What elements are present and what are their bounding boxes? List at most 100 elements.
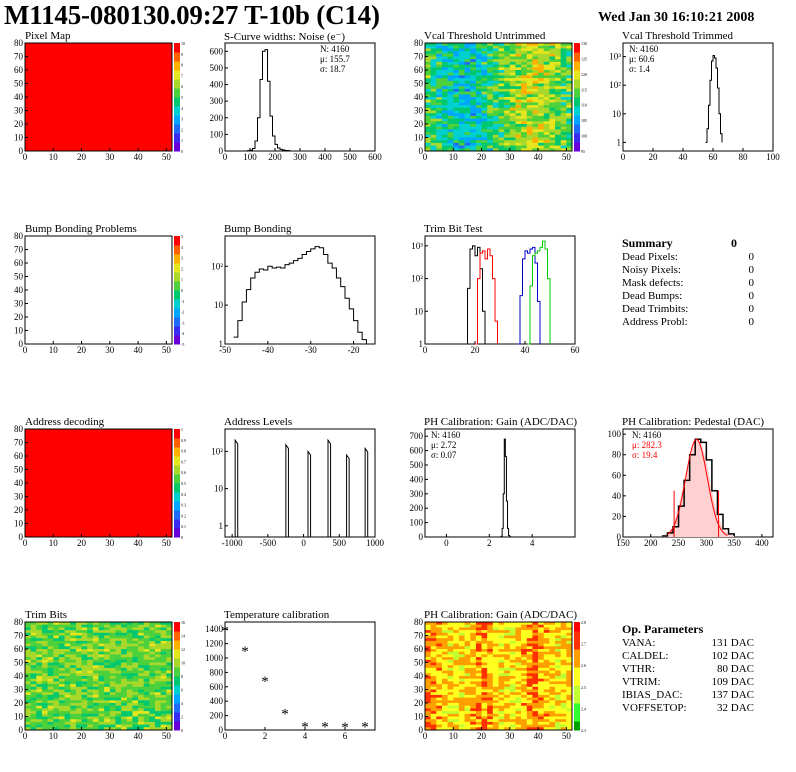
temperature-point: *: [321, 719, 329, 735]
heatmap-cell: [41, 662, 49, 666]
heatmap-cell: [430, 94, 437, 98]
op-param-value: 109 DAC: [711, 676, 754, 688]
heatmap-cell: [430, 105, 437, 109]
heatmap-cell: [121, 684, 128, 688]
heatmap-cell: [521, 651, 528, 655]
heatmap-cell: [458, 657, 465, 661]
heatmap-cell: [538, 724, 545, 728]
heatmap-cell: [166, 630, 173, 634]
colorbar-tick-label: 0.9: [181, 438, 186, 443]
heatmap-cell: [458, 132, 465, 136]
heatmap-cell: [30, 649, 37, 653]
heatmap-cell: [566, 137, 573, 141]
heatmap-cell: [492, 700, 499, 704]
heatmap-cell: [521, 703, 528, 707]
heatmap-cell: [58, 649, 65, 653]
heatmap-cell: [441, 105, 449, 109]
heatmap-cell: [36, 646, 43, 650]
ph-gain-map-chart: 2.32.42.52.62.72.80 10 20 30 40 5001020304050…: [414, 617, 586, 741]
heatmap-cell: [430, 697, 437, 701]
heatmap-cell: [470, 107, 477, 111]
y-tick-label: 10: [214, 484, 224, 494]
y-tick-label: 0: [219, 725, 224, 735]
heatmap-cell: [30, 632, 37, 636]
heatmap-cell: [532, 676, 539, 680]
heatmap-cell: [509, 670, 516, 674]
heatmap-cell: [104, 684, 111, 688]
heatmap-cell: [430, 686, 437, 690]
heatmap-cell: [464, 700, 471, 704]
heatmap-cell: [453, 697, 460, 701]
heatmap-cell: [566, 115, 573, 119]
heatmap-cell: [166, 640, 173, 644]
heatmap-cell: [92, 719, 99, 723]
heatmap-cell: [36, 662, 43, 666]
heatmap-cell: [475, 654, 482, 658]
heatmap-cell: [425, 132, 432, 136]
heatmap-cell: [98, 703, 105, 707]
panel-scurve-widths: S-Curve widths: Noise (e⁻) 0 100 200 300 400 5…: [200, 30, 396, 162]
heatmap-cell: [121, 716, 128, 720]
heatmap-cell: [115, 638, 122, 642]
heatmap-cell: [526, 78, 533, 82]
heatmap-cell: [481, 107, 488, 111]
heatmap-cell: [47, 678, 54, 682]
heatmap-cell: [109, 659, 116, 663]
heatmap-cell: [526, 689, 533, 693]
heatmap-cell: [555, 678, 562, 682]
heatmap-cell: [109, 700, 116, 704]
heatmap-cell: [498, 121, 505, 125]
heatmap-cell: [98, 724, 105, 728]
heatmap-cell: [509, 88, 516, 92]
heatmap-cell: [155, 665, 162, 669]
heatmap-cell: [441, 67, 449, 71]
heatmap-cell: [532, 649, 539, 653]
heatmap-cell: [126, 632, 133, 636]
heatmap-cell: [504, 721, 511, 725]
heatmap-cell: [425, 665, 432, 669]
heatmap-cell: [64, 665, 71, 669]
colorbar-segment: [574, 106, 580, 111]
heatmap-cell: [436, 630, 443, 634]
heatmap-cell: [481, 665, 488, 669]
op-param-row: CALDEL: 102 DAC: [622, 650, 754, 663]
heatmap-cell: [453, 686, 460, 690]
heatmap-cell: [25, 703, 32, 707]
heatmap-cell: [166, 673, 173, 677]
heatmap-cell: [41, 721, 49, 725]
heatmap-cell: [504, 124, 511, 128]
heatmap-cell: [464, 657, 471, 661]
heatmap-cell: [470, 684, 477, 688]
heatmap-cell: [521, 676, 528, 680]
heatmap-cell: [458, 703, 465, 707]
heatmap-cell: [515, 649, 522, 653]
heatmap-cell: [436, 132, 443, 136]
heatmap-cell: [109, 670, 116, 674]
heatmap-cell: [509, 686, 516, 690]
heatmap-cell: [498, 91, 505, 95]
heatmap-cell: [504, 99, 511, 103]
heatmap-cell: [441, 681, 449, 685]
heatmap-cell: [155, 643, 162, 647]
heatmap-cell: [475, 64, 482, 68]
heatmap-cell: [464, 667, 471, 671]
heatmap-cell: [98, 635, 105, 639]
heatmap-cell: [526, 88, 533, 92]
colorbar-tick-label: 110: [581, 103, 587, 108]
heatmap-cell: [566, 673, 573, 677]
heatmap-cell: [492, 686, 499, 690]
heatmap-cell: [464, 61, 471, 65]
heatmap-cell: [104, 635, 111, 639]
heatmap-cell: [475, 727, 482, 731]
heatmap-cell: [436, 624, 443, 628]
heatmap-cell: [430, 643, 437, 647]
heatmap-cell: [441, 121, 449, 125]
heatmap-cell: [509, 105, 516, 109]
heatmap-cell: [41, 638, 49, 642]
colorbar-tick-label: 16: [181, 620, 185, 625]
y-tick-label: 30: [14, 685, 24, 695]
heatmap-cell: [149, 665, 156, 669]
heatmap-cell: [92, 673, 99, 677]
heatmap-cell: [504, 689, 511, 693]
